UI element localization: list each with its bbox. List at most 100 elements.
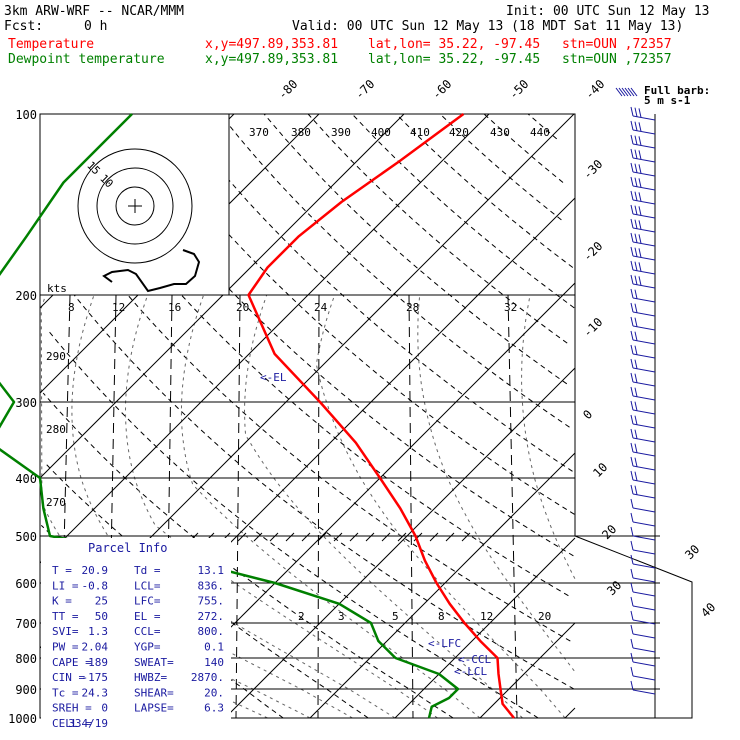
isobar-label-300: 300 bbox=[15, 396, 37, 410]
wind-barb-flag bbox=[630, 498, 634, 509]
wind-barb-flag bbox=[634, 443, 638, 453]
wind-barb-flag bbox=[630, 386, 634, 397]
level-el: <-EL bbox=[260, 371, 287, 384]
theta-label: 410 bbox=[410, 126, 430, 139]
hodograph-units: kts bbox=[47, 282, 67, 295]
isotherm-line bbox=[309, 452, 576, 719]
wind-barb-flag bbox=[634, 485, 638, 495]
parcel-info-cell: 2.04 bbox=[82, 641, 109, 654]
wind-barb bbox=[632, 549, 656, 555]
wind-barb-flag bbox=[638, 206, 642, 216]
wind-barb bbox=[632, 367, 656, 373]
hatch-tick bbox=[445, 532, 455, 542]
wind-barb bbox=[632, 241, 656, 247]
theta-label: 430 bbox=[490, 126, 510, 139]
wind-barb-flag bbox=[630, 162, 634, 173]
mixing-ratio-label: 32 bbox=[504, 301, 517, 314]
wind-barb-flag bbox=[630, 176, 634, 187]
wind-barb bbox=[632, 465, 656, 471]
level-lcl: <-LCL bbox=[454, 665, 487, 678]
wind-barb bbox=[632, 297, 656, 303]
wind-barb bbox=[632, 143, 656, 149]
wind-barb bbox=[632, 171, 656, 177]
model-title: 3km ARW-WRF -- NCAR/MMM bbox=[4, 4, 184, 19]
wind-barb-flag bbox=[634, 457, 638, 467]
wind-barb-flag bbox=[630, 218, 634, 229]
wind-barb-flag bbox=[630, 106, 634, 117]
parcel-info-cell: Td = bbox=[134, 564, 161, 577]
wind-barb bbox=[632, 339, 656, 345]
isotherm-top-label: -50 bbox=[506, 77, 531, 102]
wind-barb-flag bbox=[630, 148, 634, 159]
hodograph: 15 10 kts bbox=[39, 113, 230, 296]
theta-label: 390 bbox=[331, 126, 351, 139]
moist-adiabat bbox=[243, 294, 523, 719]
wind-barb-flag bbox=[634, 317, 638, 327]
parcel-info-cell: 800. bbox=[198, 625, 225, 638]
parcel-info-cell: SREH = bbox=[52, 702, 92, 715]
dry-adiabat bbox=[40, 252, 575, 690]
parcel-info-cell: SWEAT= bbox=[134, 656, 174, 669]
parcel-info-cell: EL = bbox=[134, 610, 161, 623]
legend-temperature-xy: x,y=497.89,353.81 bbox=[205, 37, 338, 52]
wind-barb-flag bbox=[630, 540, 634, 551]
mixing-ratio-low-label: 2 bbox=[298, 610, 305, 623]
parcel-info-cell: LFC= bbox=[134, 595, 161, 608]
hodograph-ring-10 bbox=[96, 167, 174, 245]
isotherm-side-label: 10 bbox=[590, 460, 610, 480]
theta-side-label: 270 bbox=[46, 496, 66, 509]
wind-barb bbox=[632, 423, 656, 429]
wind-barb-flag bbox=[634, 177, 638, 187]
dry-adiabat bbox=[40, 182, 571, 642]
mixing-ratio-line bbox=[408, 294, 414, 719]
parcel-info-cell: 334/19 bbox=[68, 717, 108, 730]
mixing-ratio-label: 8 bbox=[68, 301, 75, 314]
wind-barb-flag bbox=[630, 120, 634, 131]
isotherm-top-label: -60 bbox=[429, 77, 454, 102]
parcel-info-cell: YGP= bbox=[134, 641, 161, 654]
dry-adiabat bbox=[439, 113, 562, 221]
isotherm-side-label: -20 bbox=[580, 239, 605, 264]
parcel-info-cell: Tc = bbox=[52, 686, 79, 699]
isobar-label-1000: 1000 bbox=[8, 712, 37, 726]
parcel-info-cell: 0.1 bbox=[204, 641, 224, 654]
wind-barb-flag bbox=[630, 442, 634, 453]
parcel-info-cell: 13.1 bbox=[198, 564, 225, 577]
wind-barb bbox=[632, 479, 656, 485]
wind-barb bbox=[632, 409, 656, 415]
wind-barb-flag bbox=[630, 512, 634, 523]
wind-barb-flag bbox=[630, 470, 634, 481]
isotherm-line bbox=[39, 113, 490, 564]
parcel-levels: <-EL <-LFC <-CCL <-LCL bbox=[260, 371, 491, 678]
theta-label: 380 bbox=[291, 126, 311, 139]
wind-barb-flag bbox=[630, 456, 634, 467]
isobar-label-700: 700 bbox=[15, 617, 37, 631]
wind-barb-flag bbox=[630, 414, 634, 425]
wind-barb bbox=[632, 185, 656, 191]
hatch-tick bbox=[397, 532, 407, 542]
parcel-info-cell: K = bbox=[52, 595, 72, 608]
hatch-tick bbox=[285, 532, 295, 542]
wind-barb-flag bbox=[638, 262, 642, 272]
isobar-label-500: 500 bbox=[15, 530, 37, 544]
hatch-tick bbox=[317, 532, 327, 542]
moist-adiabat bbox=[521, 294, 576, 579]
wind-barb-flag bbox=[630, 582, 634, 593]
parcel-info-cell: LCL= bbox=[134, 579, 161, 592]
wind-barb-flag bbox=[638, 220, 642, 230]
wind-barb bbox=[632, 129, 656, 135]
theta-side-label: 290 bbox=[46, 350, 66, 363]
wind-barb-flag bbox=[630, 260, 634, 271]
wind-barb-flag bbox=[630, 652, 634, 663]
mixing-ratio-line bbox=[317, 294, 320, 719]
forecast-hour: 0 h bbox=[84, 19, 107, 34]
hatch-tick bbox=[381, 532, 391, 542]
wind-barb-flag bbox=[638, 178, 642, 188]
isotherm-side-label: 20 bbox=[599, 522, 619, 542]
wind-barb bbox=[632, 115, 656, 121]
barb-key: Full barb: 5 m s-1 bbox=[644, 84, 710, 107]
dry-adiabat bbox=[483, 113, 564, 183]
mixing-ratio-low-label: 5 bbox=[392, 610, 399, 623]
wind-barb-flag bbox=[630, 526, 634, 537]
